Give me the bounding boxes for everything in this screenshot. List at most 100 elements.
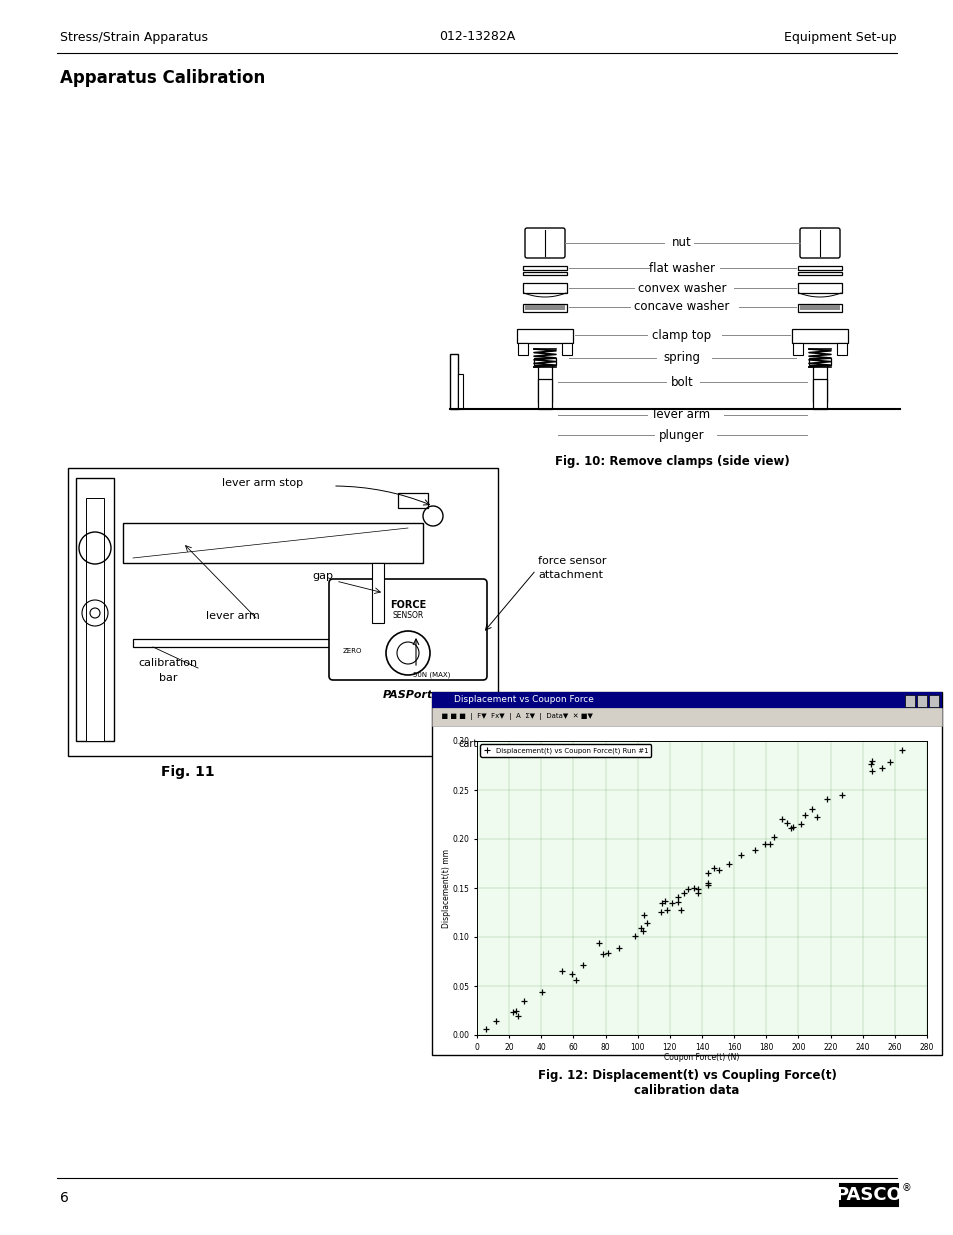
Bar — [791, 329, 847, 343]
Text: PASPort: PASPort — [382, 690, 433, 700]
Y-axis label: Displacement(t) mm: Displacement(t) mm — [441, 848, 451, 927]
Point — [564, 963, 579, 983]
Point — [611, 937, 626, 957]
Point — [639, 914, 654, 934]
Bar — [517, 343, 527, 354]
Text: Stress/Strain Apparatus: Stress/Strain Apparatus — [60, 31, 208, 43]
Text: ZERO: ZERO — [343, 648, 362, 655]
Bar — [86, 498, 104, 741]
Point — [733, 846, 748, 866]
Point — [783, 818, 799, 837]
Point — [575, 955, 590, 974]
Point — [534, 983, 549, 1003]
Point — [653, 902, 668, 921]
Bar — [397, 493, 428, 508]
Point — [509, 1007, 524, 1026]
X-axis label: Coupon Force(t) (N): Coupon Force(t) (N) — [663, 1053, 739, 1062]
Bar — [432, 708, 941, 726]
Text: gap: gap — [313, 571, 334, 580]
Bar — [68, 468, 497, 756]
Point — [882, 752, 897, 772]
Bar — [432, 692, 941, 1055]
Point — [804, 799, 820, 819]
Text: Equipment Set-up: Equipment Set-up — [783, 31, 896, 43]
Bar — [836, 343, 846, 354]
Text: Fig. 10: Remove clamps (side view): Fig. 10: Remove clamps (side view) — [554, 456, 788, 468]
Point — [663, 893, 679, 913]
FancyBboxPatch shape — [329, 579, 486, 680]
Bar — [808, 358, 830, 366]
Point — [893, 741, 908, 761]
Text: SENSOR: SENSOR — [392, 611, 423, 620]
Point — [690, 883, 705, 903]
Text: 50N (MAX): 50N (MAX) — [413, 672, 450, 678]
Text: nut: nut — [672, 236, 691, 249]
Point — [686, 878, 701, 898]
Bar — [432, 692, 941, 708]
Point — [627, 926, 642, 946]
Text: plunger: plunger — [659, 429, 704, 441]
Text: Displacement vs Coupon Force: Displacement vs Coupon Force — [454, 695, 594, 704]
Bar — [797, 266, 841, 270]
Bar — [524, 305, 564, 310]
Bar — [792, 343, 802, 354]
Point — [863, 761, 879, 781]
Text: concave washer: concave washer — [634, 300, 729, 314]
Text: 6: 6 — [60, 1191, 69, 1205]
Text: ■ ■ ■  |  F▼  Fx▼  |  A  Σ▼  |  Data▼  ✕ ■▼: ■ ■ ■ | F▼ Fx▼ | A Σ▼ | Data▼ ✕ ■▼ — [436, 714, 592, 720]
Text: bolt: bolt — [670, 375, 693, 389]
Point — [591, 934, 606, 953]
Bar — [450, 354, 457, 409]
Point — [720, 855, 736, 874]
Bar — [522, 283, 566, 293]
Bar — [522, 304, 566, 312]
Point — [862, 755, 878, 774]
Text: PASCO: PASCO — [835, 1186, 902, 1204]
Bar — [537, 379, 552, 409]
FancyBboxPatch shape — [840, 1184, 897, 1207]
Text: calibration: calibration — [138, 658, 197, 668]
Bar — [812, 364, 826, 403]
Point — [710, 861, 725, 881]
Text: lever arm: lever arm — [206, 611, 259, 621]
Point — [488, 1011, 503, 1031]
Point — [700, 863, 716, 883]
Bar — [372, 563, 384, 622]
Bar — [534, 358, 556, 366]
Point — [636, 905, 651, 925]
Bar — [457, 374, 462, 409]
Text: 012-13282A: 012-13282A — [438, 31, 515, 43]
Bar — [537, 364, 552, 403]
Text: Fig. 12: Displacement(t) vs Coupling Force(t): Fig. 12: Displacement(t) vs Coupling For… — [537, 1068, 836, 1082]
FancyBboxPatch shape — [800, 228, 840, 258]
Bar — [517, 329, 573, 343]
Point — [635, 921, 650, 941]
Circle shape — [396, 642, 418, 664]
Point — [761, 834, 777, 853]
Bar — [916, 695, 926, 706]
Point — [654, 894, 669, 914]
Point — [659, 900, 674, 920]
Text: force sensor
attachment: force sensor attachment — [537, 557, 606, 579]
Point — [599, 944, 615, 963]
Point — [700, 874, 715, 894]
Bar — [76, 478, 113, 741]
Point — [477, 1019, 493, 1039]
Point — [700, 873, 715, 893]
FancyBboxPatch shape — [524, 228, 564, 258]
Point — [657, 892, 672, 911]
Point — [796, 805, 811, 825]
Bar — [797, 304, 841, 312]
Bar — [123, 522, 422, 563]
Text: Fig. 11: Fig. 11 — [161, 764, 214, 779]
Point — [517, 990, 532, 1010]
Point — [595, 944, 610, 963]
Point — [554, 962, 569, 982]
Point — [757, 834, 772, 853]
Text: spring: spring — [662, 352, 700, 364]
Text: lever arm: lever arm — [653, 409, 710, 421]
Point — [863, 752, 879, 772]
Point — [873, 758, 888, 778]
Text: calibration data: calibration data — [634, 1084, 739, 1098]
Point — [680, 879, 696, 899]
